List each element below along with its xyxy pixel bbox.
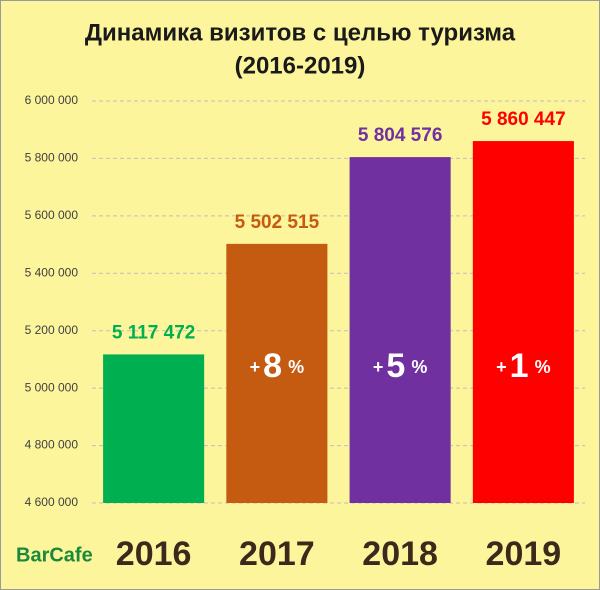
y-tick-label: 5 400 000 — [25, 265, 79, 279]
y-tick-label: 4 600 000 — [25, 495, 79, 509]
growth-number: 1 — [510, 347, 529, 385]
value-label: 5 804 576 — [358, 125, 443, 146]
growth-unit: % — [288, 357, 304, 377]
growth-sign: + — [373, 357, 384, 377]
y-tick-label: 5 600 000 — [25, 208, 79, 222]
growth-label: +5% — [373, 347, 427, 385]
x-tick-label: 2018 — [362, 535, 438, 573]
growth-number: 8 — [263, 347, 282, 385]
value-label: 5 502 515 — [235, 212, 320, 233]
x-tick-label: 2019 — [486, 535, 562, 573]
y-tick-label: 5 200 000 — [25, 323, 79, 337]
growth-unit: % — [411, 357, 427, 377]
y-tick-label: 6 000 000 — [25, 93, 79, 107]
value-label: 5 117 472 — [112, 322, 195, 343]
growth-sign: + — [250, 357, 261, 377]
growth-number: 5 — [386, 347, 405, 385]
bar — [472, 141, 574, 503]
y-tick-label: 4 800 000 — [25, 438, 79, 452]
value-label: 5 860 447 — [481, 109, 566, 130]
growth-label: +1% — [496, 347, 550, 385]
chart-subtitle: (2016-2019) — [235, 52, 366, 79]
x-tick-label: 2017 — [239, 535, 315, 573]
y-tick-label: 5 800 000 — [25, 151, 79, 165]
growth-sign: + — [496, 357, 507, 377]
growth-label: +8% — [250, 347, 304, 385]
bar — [226, 243, 328, 504]
logo: BarCafe — [16, 544, 93, 566]
growth-unit: % — [535, 357, 551, 377]
y-tick-label: 5 000 000 — [25, 380, 79, 394]
x-tick-label: 2016 — [116, 535, 192, 573]
bar — [349, 157, 451, 503]
chart-title: Динамика визитов с целью туризма — [85, 19, 516, 46]
bar — [103, 354, 205, 503]
